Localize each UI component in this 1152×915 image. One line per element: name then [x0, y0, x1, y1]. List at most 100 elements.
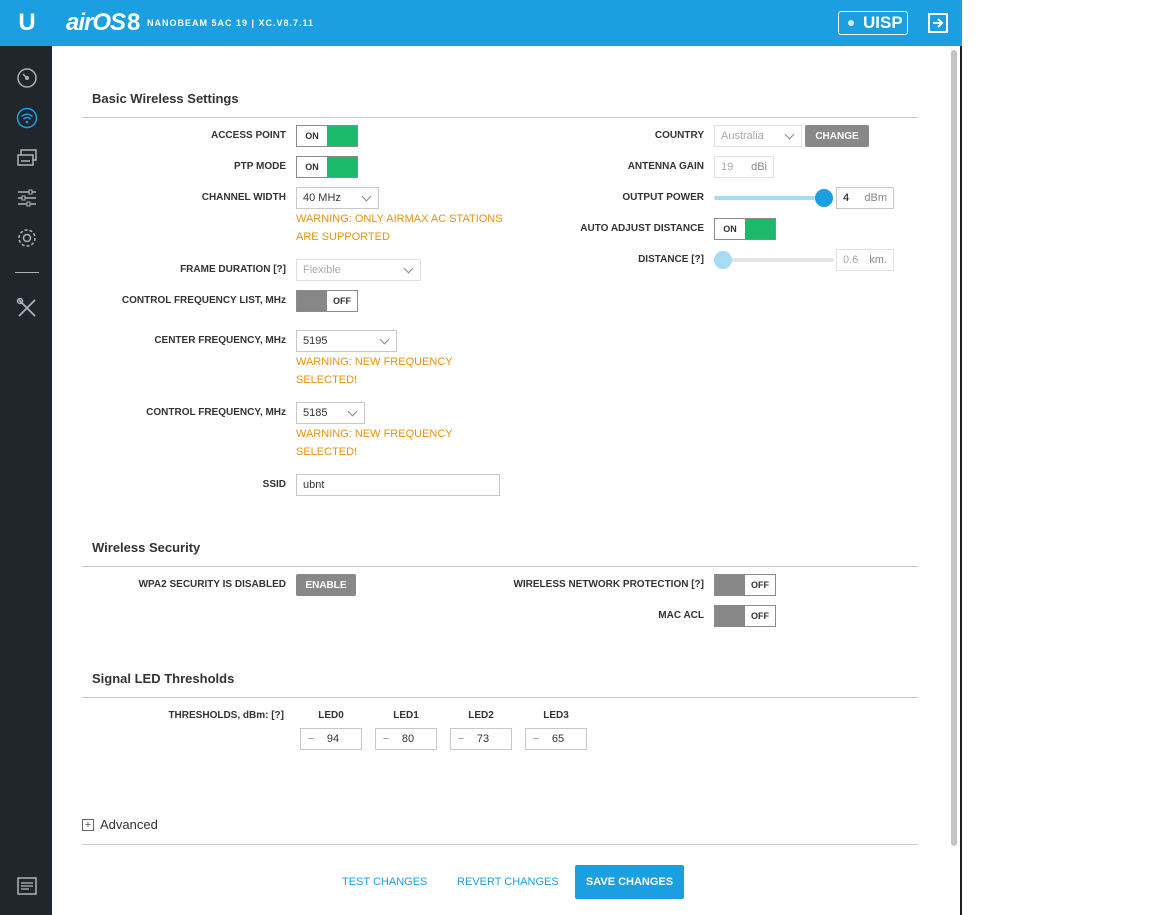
uisp-label: UISP: [863, 13, 903, 32]
control-frequency-list-toggle[interactable]: OFF: [296, 290, 358, 312]
control-frequency-value: 5185: [303, 407, 328, 419]
warning-line: WARNING: ONLY AIRMAX AC STATIONS: [296, 213, 503, 225]
distance-input: 0.6 km.: [836, 249, 894, 271]
toggle-off-knob: [715, 575, 745, 595]
section-title-basic: Basic Wireless Settings: [92, 91, 239, 106]
revert-changes-button[interactable]: REVERT CHANGES: [457, 876, 559, 888]
output-power-slider[interactable]: [714, 189, 834, 207]
uisp-button[interactable]: UISP: [838, 11, 908, 35]
access-point-label: ACCESS POINT: [210, 130, 286, 141]
control-frequency-label: CONTROL FREQUENCY, MHz: [146, 407, 286, 418]
led3-threshold-input[interactable]: −65: [525, 728, 587, 750]
channel-width-label: CHANNEL WIDTH: [201, 192, 286, 203]
distance-label: DISTANCE [?]: [638, 254, 704, 265]
led1-label: LED1: [393, 710, 419, 721]
chevron-down-icon: [403, 263, 414, 274]
toggle-state-text: OFF: [751, 580, 769, 590]
gear-icon[interactable]: [15, 226, 39, 250]
save-changes-button[interactable]: SAVE CHANGES: [575, 865, 684, 899]
ptp-mode-toggle[interactable]: ON: [296, 156, 358, 178]
slider-fill: [714, 196, 815, 200]
control-frequency-warning: WARNING: NEW FREQUENCY SELECTED!: [296, 425, 453, 461]
warning-line: SELECTED!: [296, 374, 358, 386]
toggle-on-knob: [327, 157, 357, 177]
section-divider: [82, 844, 918, 845]
slider-track: [714, 258, 834, 262]
antenna-gain-unit: dBi: [751, 161, 767, 173]
channel-width-select[interactable]: 40 MHz: [296, 187, 379, 209]
toggle-off-knob: [715, 606, 745, 626]
mac-acl-label: MAC ACL: [658, 610, 704, 621]
warning-line: WARNING: NEW FREQUENCY: [296, 356, 453, 368]
warning-line: ARE SUPPORTED: [296, 231, 390, 243]
warning-line: WARNING: NEW FREQUENCY: [296, 428, 453, 440]
output-power-input[interactable]: 4 dBm: [836, 187, 894, 209]
test-changes-button[interactable]: TEST CHANGES: [342, 876, 428, 888]
antenna-gain-value: 19: [721, 161, 734, 173]
top-bar: U airOS8 NANOBEAM 5AC 19 | XC.V8.7.11 UI…: [0, 0, 962, 46]
mac-acl-toggle[interactable]: OFF: [714, 605, 776, 627]
led0-threshold-input[interactable]: −94: [300, 728, 362, 750]
distance-slider: [714, 251, 834, 269]
wifi-icon[interactable]: [15, 106, 39, 130]
threshold-value: 73: [476, 733, 490, 745]
advanced-expander[interactable]: + Advanced: [82, 817, 158, 832]
section-title-security: Wireless Security: [92, 540, 201, 555]
channel-width-value: 40 MHz: [303, 192, 341, 204]
output-power-unit: dBm: [864, 192, 887, 204]
led0-label: LED0: [318, 710, 344, 721]
log-icon[interactable]: [15, 874, 39, 898]
section-divider: [82, 697, 918, 698]
toggle-state-text: ON: [723, 224, 737, 234]
ssid-label: SSID: [262, 479, 286, 490]
threshold-value: 80: [401, 733, 415, 745]
distance-value: 0.6: [843, 254, 859, 266]
access-point-toggle[interactable]: ON: [296, 125, 358, 147]
antenna-gain-input: 19 dBi: [714, 156, 774, 178]
network-icon[interactable]: [15, 146, 39, 170]
center-frequency-select[interactable]: 5195: [296, 330, 397, 352]
center-frequency-label: CENTER FREQUENCY, MHz: [154, 335, 286, 346]
chevron-down-icon: [347, 406, 358, 417]
logout-icon[interactable]: [927, 12, 949, 34]
minus-sign: −: [307, 733, 315, 745]
chevron-down-icon: [784, 129, 795, 140]
led1-threshold-input[interactable]: −80: [375, 728, 437, 750]
slider-thumb[interactable]: [815, 189, 833, 207]
wireless-network-protection-toggle[interactable]: OFF: [714, 574, 776, 596]
channel-width-warning: WARNING: ONLY AIRMAX AC STATIONS ARE SUP…: [296, 210, 503, 246]
country-label: COUNTRY: [654, 130, 704, 141]
enable-security-button[interactable]: ENABLE: [296, 574, 356, 596]
minus-sign: −: [532, 733, 540, 745]
thresholds-label: THRESHOLDS, dBm: [?]: [168, 710, 284, 721]
toggle-state-text: ON: [305, 162, 319, 172]
plus-icon: +: [82, 818, 94, 831]
toggle-on-knob: [745, 219, 775, 239]
ubiquiti-logo-icon[interactable]: U: [18, 9, 36, 36]
minus-sign: −: [457, 733, 465, 745]
uisp-status-dot-icon: [848, 20, 854, 26]
led2-threshold-input[interactable]: −73: [450, 728, 512, 750]
toggle-state-text: ON: [305, 131, 319, 141]
tools-icon[interactable]: [15, 296, 39, 320]
distance-unit: km.: [869, 254, 887, 266]
country-select: Australia: [714, 125, 802, 147]
sliders-icon[interactable]: [15, 186, 39, 210]
toggle-off-knob: [297, 291, 327, 311]
airos-logo: airOS8: [66, 9, 140, 37]
gauge-icon[interactable]: [15, 66, 39, 90]
auto-adjust-distance-toggle[interactable]: ON: [714, 218, 776, 240]
change-country-button[interactable]: CHANGE: [805, 125, 869, 147]
center-frequency-value: 5195: [303, 335, 328, 347]
scrollbar[interactable]: [951, 50, 957, 846]
frame-duration-select: Flexible: [296, 259, 421, 281]
threshold-value: 65: [551, 733, 565, 745]
advanced-label: Advanced: [100, 817, 158, 832]
footer-bar: [52, 852, 946, 915]
wireless-network-protection-label: WIRELESS NETWORK PROTECTION [?]: [513, 579, 704, 590]
brand-version: 8: [127, 9, 140, 36]
sidebar-divider: [15, 272, 39, 273]
section-title-led: Signal LED Thresholds: [92, 671, 235, 686]
ssid-input[interactable]: ubnt: [296, 474, 500, 496]
control-frequency-select[interactable]: 5185: [296, 402, 365, 424]
